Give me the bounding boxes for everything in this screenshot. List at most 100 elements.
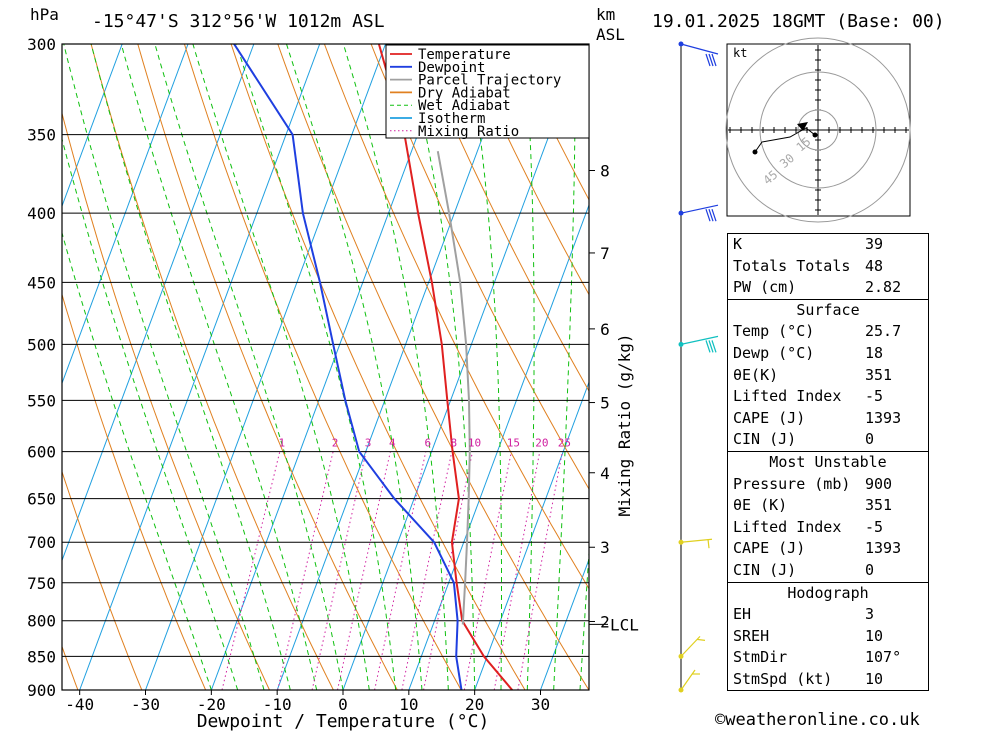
wind-barb-feather [711,340,717,353]
wind-profile [678,41,719,693]
footer-copyright[interactable]: ©weatheronline.co.uk [715,710,920,730]
wet-adiabat-line [154,44,344,690]
y-tick-label: 450 [27,273,56,292]
index-label: CIN (J) [733,430,797,449]
hodograph-title: Hodograph [728,581,928,605]
surface-row: θE(K) 351 [728,365,928,387]
y-tick-label: 600 [27,443,56,462]
y-tick-label: 850 [27,647,56,666]
surface-row: CAPE (J) 1393 [728,408,928,430]
y-tick-label: 800 [27,612,56,631]
wind-barb-feather [711,53,717,67]
mixing-ratio-label: 3 [365,437,372,450]
mixing-ratio-label: 8 [451,437,458,450]
x-tick-label: -20 [197,695,226,714]
datetime-title: 19.01.2025 18GMT (Base: 00) [652,11,945,32]
index-value: 351 [865,496,893,515]
dry-adiabat-line [370,44,589,490]
wind-barb-shaft [680,635,701,657]
index-label: Lifted Index [733,517,842,536]
km-label: km [596,5,615,24]
wind-barb-feather [705,340,711,353]
x-tick-label: -30 [131,695,160,714]
most-unstable-title: Most Unstable [728,450,928,474]
hodograph-point [812,132,818,138]
legend-label: Dewpoint [418,60,485,76]
isotherm-line [79,44,321,690]
dry-adiabat-line [0,44,14,690]
isotherm-line [62,44,123,208]
km-tick-label: 4 [600,464,610,483]
wind-barb-feather [707,539,710,549]
legend-label: Mixing Ratio [418,124,519,140]
mixing-ratio-line [277,451,334,690]
profile-parcel-trajectory [436,151,471,625]
index-value: 18 [865,343,884,362]
index-row-k: K 39 [728,234,928,256]
lcl-label: LCL [610,615,639,634]
wind-barb-shaft [680,204,719,214]
wind-barb-feather [708,208,714,222]
index-label: θE (K) [733,496,788,515]
x-tick-label: -40 [65,695,94,714]
index-value: 10 [865,669,884,688]
wet-adiabat-line [90,44,291,690]
dry-adiabat-line [62,470,143,690]
wind-barb-shaft [680,538,713,543]
index-label: SREH [733,626,770,645]
dry-adiabat-line [978,44,1000,690]
x-tick-label: 20 [465,695,484,714]
index-value: 351 [865,365,893,384]
most-unstable-row: Lifted Index -5 [728,517,928,539]
wet-adiabat-line [286,44,423,690]
wet-adiabat-line [192,44,370,690]
mixing-ratio-label: 2 [332,437,339,450]
hodograph-row: SREH 10 [728,626,928,648]
mixing-ratio-label: 25 [558,437,571,450]
index-label: StmSpd (kt) [733,669,833,688]
pressure-unit-label: hPa [30,5,59,24]
isotherm-line [62,44,255,562]
mixing-ratio-line [517,451,563,690]
km-tick-label: 2 [600,612,610,631]
index-value: 1393 [865,408,902,427]
y-tick-label: 550 [27,391,56,410]
index-value: 107° [865,648,902,667]
wind-barb-feather [696,638,706,641]
hodograph-row: EH 3 [728,604,928,626]
location-title: -15°47'S 312°56'W 1012m ASL [92,11,385,32]
index-label: Pressure (mb) [733,474,851,493]
asl-label: ASL [596,25,625,44]
wind-barb-feather [711,208,717,222]
y-tick-label: 350 [27,126,56,145]
km-tick-label: 6 [600,320,610,339]
legend-label: Wet Adiabat [418,98,511,114]
isotherm-line [145,44,386,690]
legend-label: Dry Adiabat [418,85,511,101]
y-tick-label: 900 [27,681,56,700]
index-label: Lifted Index [733,387,842,406]
y-tick-label: 700 [27,533,56,552]
mixing-ratio-axis-title: Mixing Ratio (g/kg) [615,333,634,516]
index-value: 900 [865,474,893,493]
wind-barb-feather [705,208,711,222]
index-label: EH [733,605,752,624]
index-value: 39 [865,235,884,253]
mixing-ratio-line [311,451,367,690]
mixing-ratio-label: 20 [535,437,548,450]
legend-label: Parcel Trajectory [418,73,561,89]
wind-barb-feather [708,53,714,67]
y-tick-label: 650 [27,490,56,509]
x-tick-label: -10 [263,695,292,714]
hodograph-ring [759,71,877,189]
dry-adiabat-line [323,44,589,590]
mixing-ratio-line [221,451,281,690]
x-tick-label: 0 [338,695,348,714]
index-value: 0 [865,430,875,449]
hodograph-point [752,149,758,155]
wind-barb-shaft [680,43,719,55]
dry-adiabat-line [62,111,270,690]
wet-adiabat-line [63,44,265,690]
